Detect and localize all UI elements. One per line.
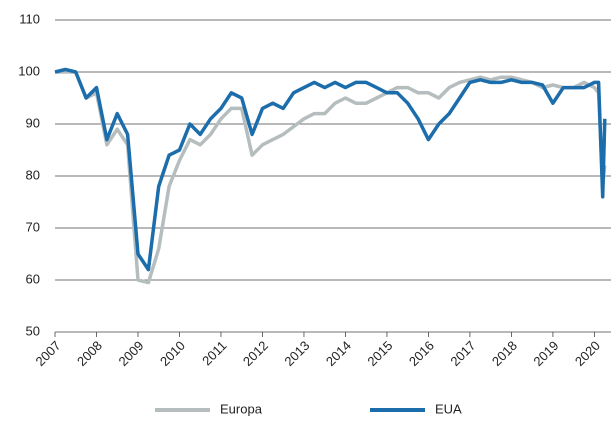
legend-label: Europa <box>220 401 263 416</box>
x-tick-label: 2010 <box>157 338 188 369</box>
y-tick-label: 100 <box>18 63 40 78</box>
x-tick-label: 2011 <box>199 338 229 368</box>
x-tick-label: 2012 <box>240 338 271 369</box>
y-tick-label: 70 <box>26 219 40 234</box>
x-tick-label: 2015 <box>364 338 395 369</box>
y-tick-label: 90 <box>26 115 40 130</box>
x-tick-label: 2009 <box>115 338 146 369</box>
x-tick-label: 2020 <box>572 338 603 369</box>
x-tick-label: 2008 <box>74 338 105 369</box>
y-tick-label: 80 <box>26 167 40 182</box>
x-tick-label: 2016 <box>406 338 437 369</box>
y-tick-label: 50 <box>26 323 40 338</box>
x-tick-label: 2013 <box>281 338 312 369</box>
series-line <box>54 67 607 272</box>
x-tick-label: 2007 <box>32 338 63 369</box>
y-tick-label: 110 <box>19 11 40 26</box>
x-tick-label: 2017 <box>447 338 478 369</box>
y-tick-label: 60 <box>26 271 40 286</box>
legend-label: EUA <box>435 401 462 416</box>
x-tick-label: 2018 <box>489 338 520 369</box>
x-tick-label: 2019 <box>530 338 561 369</box>
x-tick-label: 2014 <box>323 338 354 369</box>
